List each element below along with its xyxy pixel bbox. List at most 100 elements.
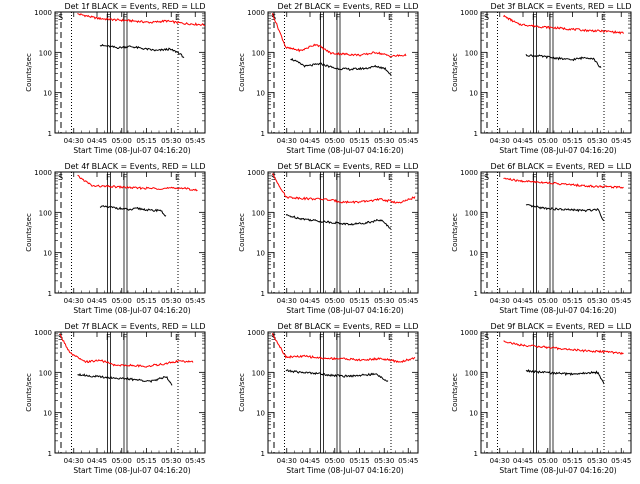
x-tick-label: 05:30 bbox=[161, 457, 181, 465]
x-tick-label: 04:45 bbox=[87, 297, 107, 305]
y-tick-label: 100 bbox=[39, 209, 52, 217]
marker-label: F bbox=[549, 173, 554, 182]
y-tick-label: 1 bbox=[474, 450, 478, 458]
panel-3: Det 3f BLACK = Events, RED = LLD Counts/s… bbox=[451, 2, 632, 155]
x-tick-label: 05:30 bbox=[587, 297, 607, 305]
y-tick-label: 1000 bbox=[460, 9, 478, 17]
lld-series-line bbox=[503, 177, 624, 189]
y-tick-label: 100 bbox=[252, 209, 265, 217]
plot-frame bbox=[480, 331, 632, 454]
events-series-line bbox=[290, 57, 392, 76]
y-tick-label: 100 bbox=[39, 49, 52, 57]
x-tick-label: 04:45 bbox=[513, 297, 533, 305]
x-tick-label: 05:45 bbox=[185, 137, 205, 145]
plot-frame bbox=[54, 171, 206, 294]
panel-title: Det 1f BLACK = Events, RED = LLD bbox=[64, 2, 205, 11]
marker-label: E bbox=[175, 333, 180, 342]
x-tick-label: 05:45 bbox=[398, 457, 418, 465]
events-series-line bbox=[99, 205, 167, 217]
x-tick-label: 04:30 bbox=[64, 137, 84, 145]
y-tick-label: 10 bbox=[43, 250, 52, 258]
marker-label: E bbox=[388, 173, 393, 182]
x-tick-label: 04:30 bbox=[277, 137, 297, 145]
panel-8: Det 8f BLACK = Events, RED = LLD Counts/s… bbox=[238, 322, 419, 475]
y-tick-label: 1000 bbox=[247, 329, 265, 337]
marker-label: S bbox=[484, 173, 489, 182]
x-axis-label: Start Time (08-Jul-07 04:16:20) bbox=[286, 466, 403, 475]
x-tick-label: 05:30 bbox=[374, 137, 394, 145]
x-tick-label: 05:45 bbox=[398, 137, 418, 145]
x-axis-label: Start Time (08-Jul-07 04:16:20) bbox=[73, 146, 190, 155]
x-tick-label: 05:30 bbox=[161, 297, 181, 305]
events-series-line bbox=[285, 214, 392, 229]
x-tick-label: 04:45 bbox=[513, 137, 533, 145]
x-tick-label: 05:30 bbox=[587, 457, 607, 465]
x-tick-label: 05:15 bbox=[136, 457, 156, 465]
events-series-line bbox=[285, 369, 389, 382]
panel-1: Det 1f BLACK = Events, RED = LLD Counts/s… bbox=[25, 2, 206, 155]
marker-label: F bbox=[123, 173, 128, 182]
y-axis-label: Counts/sec bbox=[25, 53, 33, 92]
lld-series-line bbox=[272, 332, 416, 364]
y-tick-label: 1000 bbox=[247, 169, 265, 177]
y-tick-label: 10 bbox=[256, 410, 265, 418]
y-tick-label: 100 bbox=[39, 369, 52, 377]
x-axis-label: Start Time (08-Jul-07 04:16:20) bbox=[499, 466, 616, 475]
y-tick-label: 10 bbox=[469, 410, 478, 418]
x-tick-label: 04:45 bbox=[513, 457, 533, 465]
y-axis-label: Counts/sec bbox=[451, 373, 459, 412]
y-tick-label: 100 bbox=[252, 369, 265, 377]
plot-frame bbox=[480, 171, 632, 294]
x-tick-label: 04:45 bbox=[300, 457, 320, 465]
marker-label: F bbox=[532, 333, 537, 342]
marker-label: S bbox=[58, 173, 63, 182]
marker-label: F bbox=[336, 173, 341, 182]
plot-frame bbox=[267, 171, 419, 294]
x-tick-label: 05:00 bbox=[325, 137, 345, 145]
x-tick-label: 05:15 bbox=[136, 297, 156, 305]
y-tick-label: 1000 bbox=[247, 9, 265, 17]
x-tick-label: 05:00 bbox=[112, 137, 132, 145]
lld-series-line bbox=[272, 173, 416, 204]
marker-label: S bbox=[484, 13, 489, 22]
y-tick-label: 1 bbox=[261, 290, 265, 298]
x-tick-label: 05:30 bbox=[587, 137, 607, 145]
y-tick-label: 100 bbox=[252, 49, 265, 57]
x-tick-label: 04:30 bbox=[64, 297, 84, 305]
marker-label: F bbox=[549, 333, 554, 342]
x-tick-label: 05:15 bbox=[349, 137, 369, 145]
lld-series-line bbox=[503, 14, 624, 35]
marker-label: E bbox=[601, 13, 606, 22]
y-tick-label: 1000 bbox=[34, 169, 52, 177]
y-axis-label: Counts/sec bbox=[451, 53, 459, 92]
lld-series-line bbox=[77, 174, 198, 192]
x-tick-label: 04:45 bbox=[300, 137, 320, 145]
marker-label: F bbox=[532, 173, 537, 182]
panel-5: Det 5f BLACK = Events, RED = LLD Counts/s… bbox=[238, 162, 419, 315]
lld-series-line bbox=[503, 340, 624, 356]
marker-label: F bbox=[123, 13, 128, 22]
panel-7: Det 7f BLACK = Events, RED = LLD Counts/s… bbox=[25, 322, 206, 475]
y-tick-label: 10 bbox=[43, 410, 52, 418]
marker-label: F bbox=[319, 333, 324, 342]
panel-6: Det 6f BLACK = Events, RED = LLD Counts/s… bbox=[451, 162, 632, 315]
y-tick-label: 1 bbox=[474, 290, 478, 298]
x-tick-label: 05:30 bbox=[374, 457, 394, 465]
panel-title: Det 5f BLACK = Events, RED = LLD bbox=[277, 162, 418, 171]
x-tick-label: 04:45 bbox=[87, 137, 107, 145]
x-tick-label: 04:30 bbox=[490, 297, 510, 305]
y-tick-label: 1 bbox=[48, 130, 52, 138]
x-tick-label: 05:45 bbox=[611, 457, 631, 465]
events-series-line bbox=[525, 369, 605, 385]
marker-label: F bbox=[549, 13, 554, 22]
y-tick-label: 100 bbox=[465, 209, 478, 217]
x-tick-label: 05:00 bbox=[112, 297, 132, 305]
events-series-line bbox=[525, 204, 605, 222]
y-tick-label: 10 bbox=[256, 90, 265, 98]
panel-title: Det 7f BLACK = Events, RED = LLD bbox=[64, 322, 205, 331]
y-axis-label: Counts/sec bbox=[451, 213, 459, 252]
lld-series-line bbox=[77, 12, 206, 26]
events-series-line bbox=[99, 43, 185, 59]
x-tick-label: 04:45 bbox=[300, 297, 320, 305]
x-tick-label: 05:45 bbox=[611, 137, 631, 145]
